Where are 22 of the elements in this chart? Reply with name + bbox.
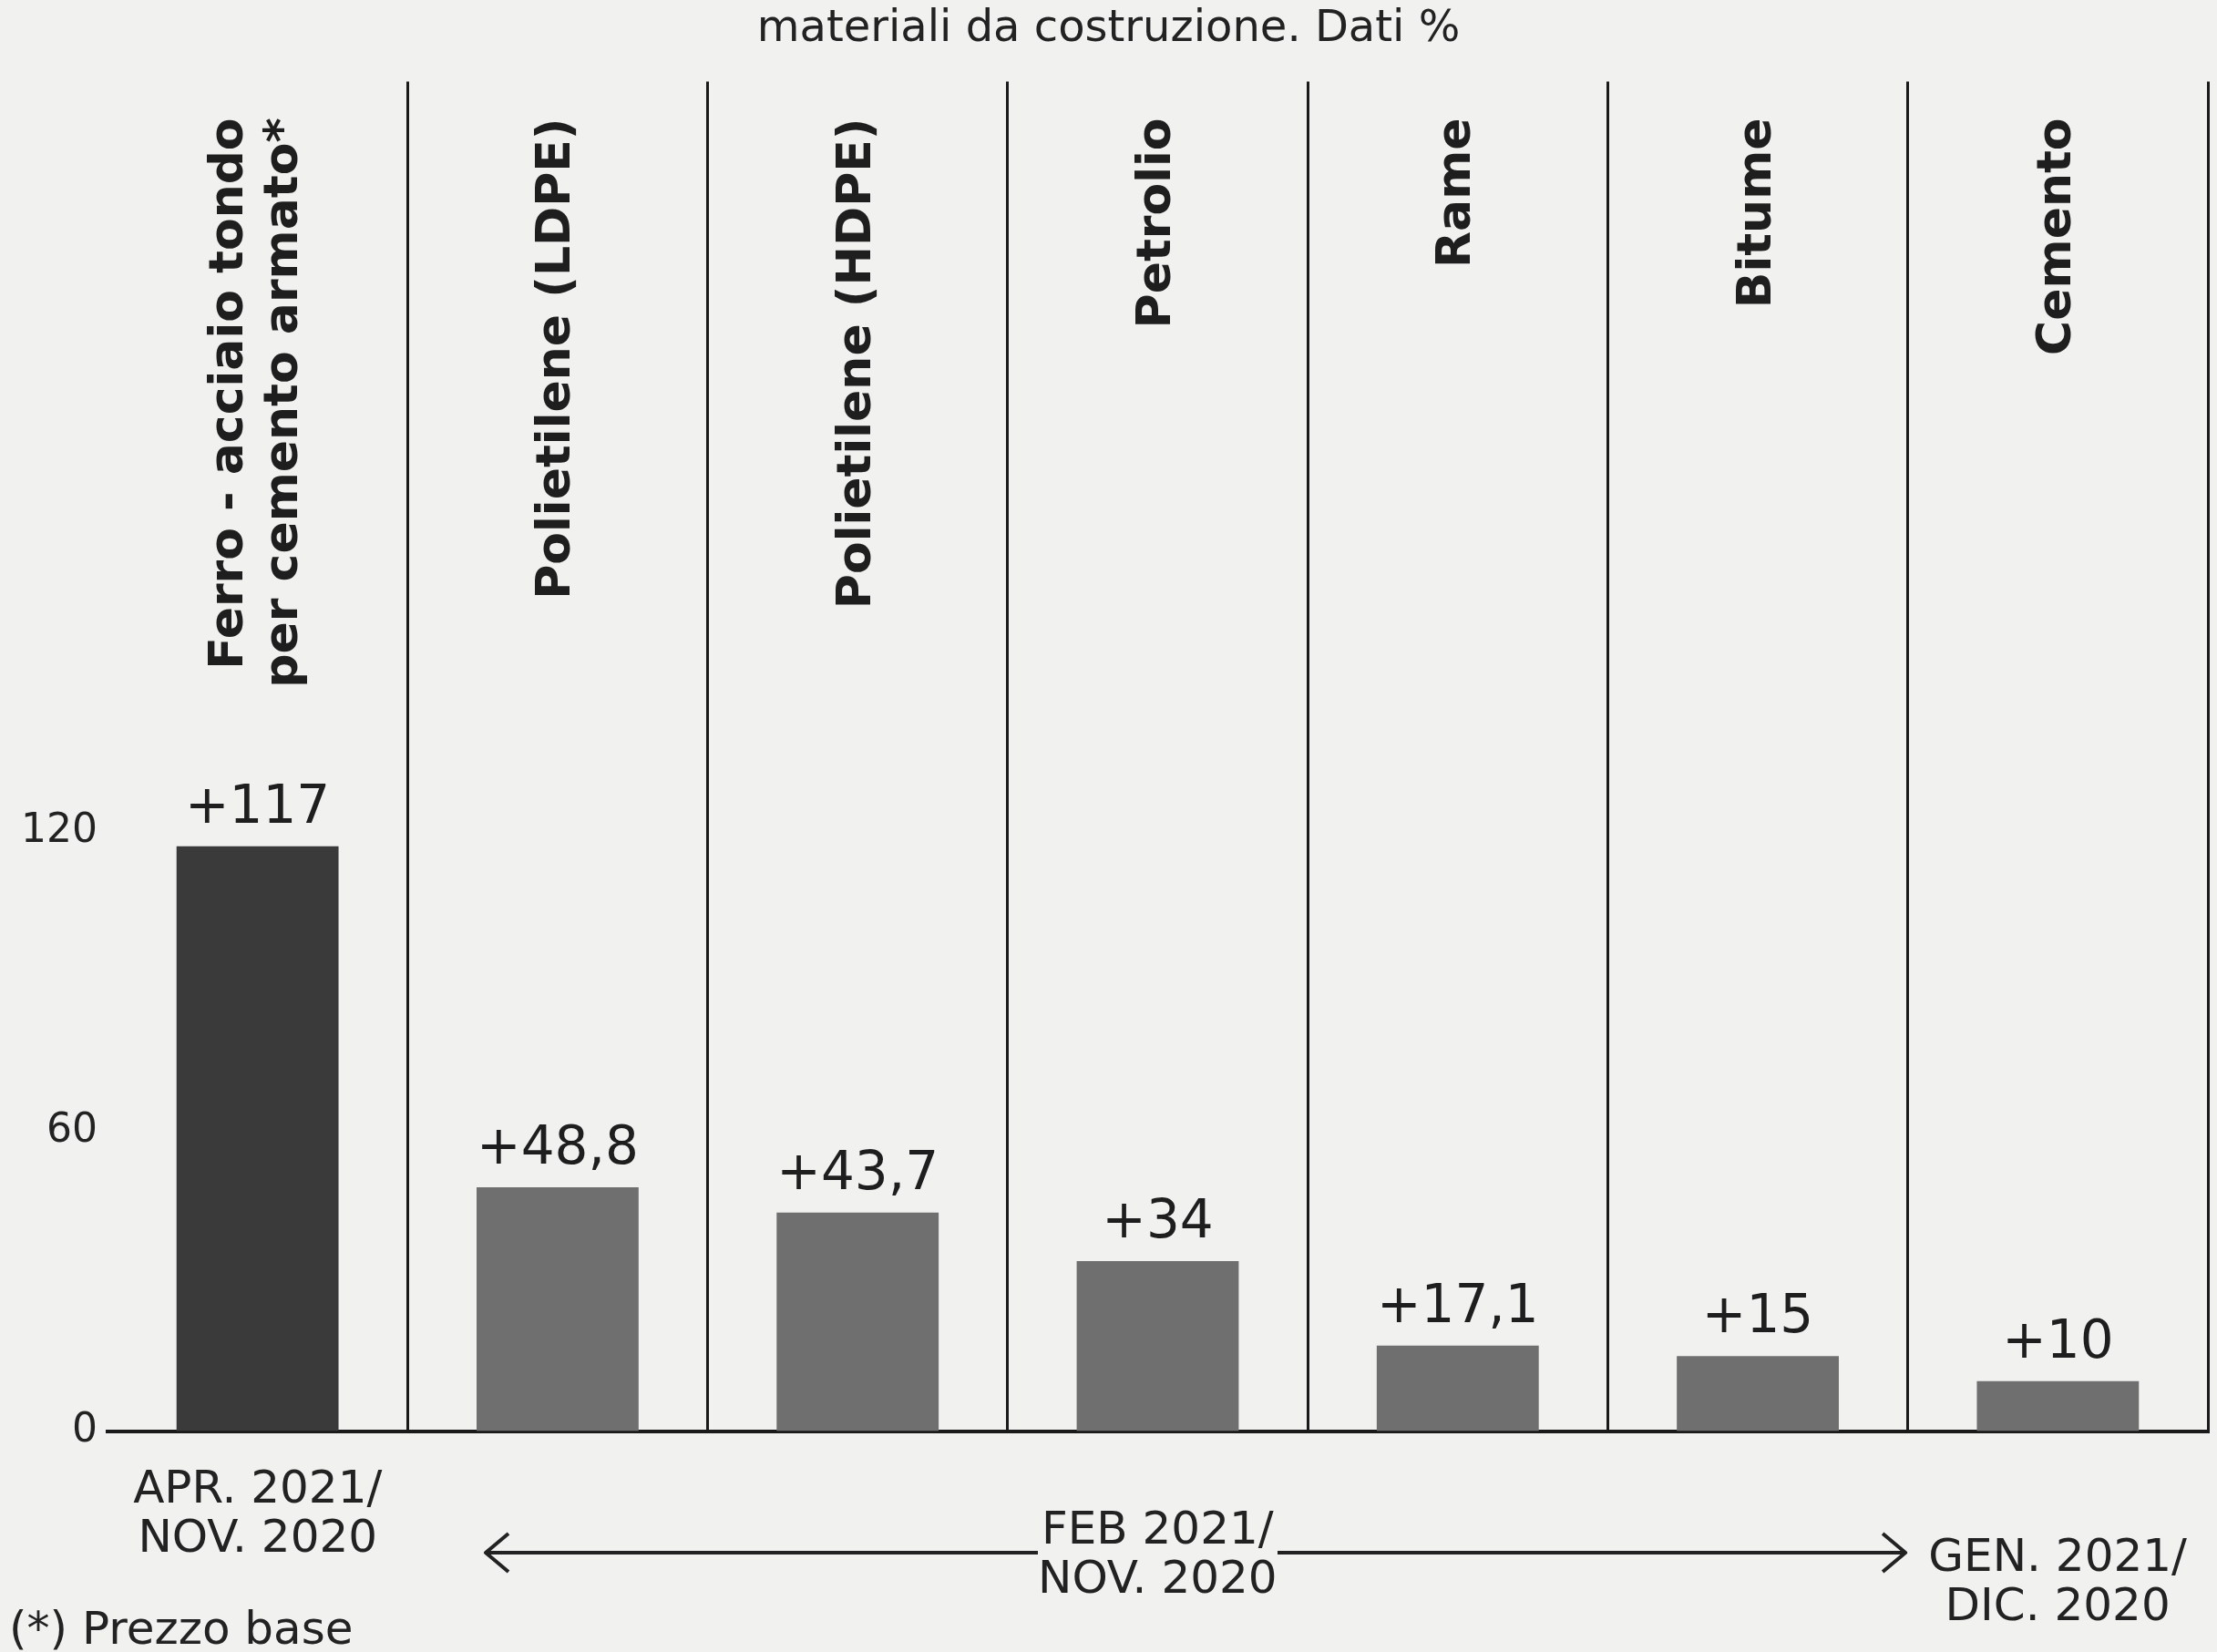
x-tick-label: Polietilene (LDPE) <box>526 118 581 600</box>
x-tick-label: Cemento <box>2026 118 2081 355</box>
x-tick-label: Petrolio <box>1126 118 1182 329</box>
y-tick-label: 0 <box>71 1404 98 1452</box>
data-label: +117 <box>184 773 331 836</box>
text: GEN. 2021/ DIC. 2020 <box>1928 1529 2187 1631</box>
text: FEB 2021/ NOV. 2020 <box>1037 1502 1278 1604</box>
chart-title: materiali da costruzione. Dati % <box>755 0 1462 53</box>
x-tick-label: Polietilene (HDPE) <box>826 118 881 610</box>
data-label: +15 <box>1701 1283 1814 1346</box>
data-label: +48,8 <box>477 1113 639 1176</box>
x-tick-label: Ferro - acciaio tondo per cemento armato* <box>199 118 309 688</box>
data-label: +43,7 <box>776 1139 939 1202</box>
y-tick-label: 120 <box>21 804 98 851</box>
x-tick-label: Rame <box>1426 118 1482 268</box>
text: (*) Prezzo base <box>9 1602 354 1652</box>
x-tick-label: Bitume <box>1726 118 1781 309</box>
data-label: +34 <box>1102 1188 1214 1251</box>
data-label: +17,1 <box>1376 1272 1539 1335</box>
data-label: +10 <box>2002 1308 2114 1370</box>
y-tick-label: 60 <box>46 1103 98 1151</box>
text: APR. 2021/ NOV. 2020 <box>133 1461 383 1563</box>
